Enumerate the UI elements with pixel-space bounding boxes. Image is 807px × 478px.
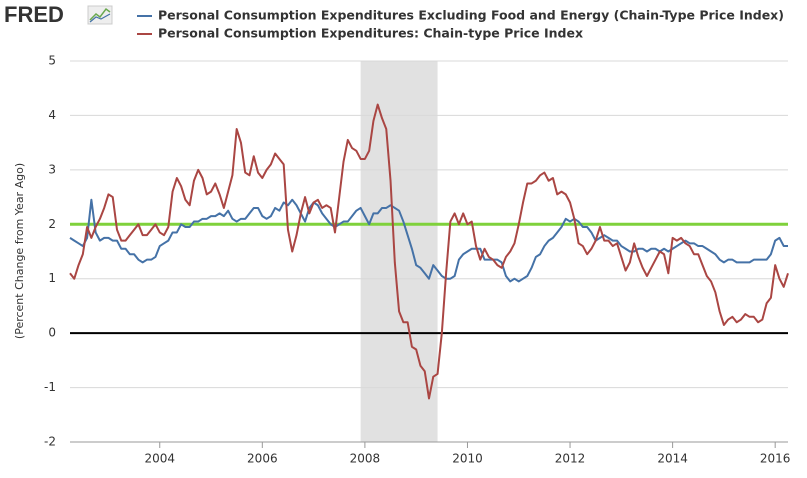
x-tick-label: 2008 <box>350 452 381 466</box>
x-tick-label: 2016 <box>760 452 791 466</box>
logo-icon <box>87 5 113 25</box>
x-tick-label: 2012 <box>555 452 586 466</box>
y-tick-label: -1 <box>44 380 56 394</box>
legend-label: Personal Consumption Expenditures: Chain… <box>158 26 583 41</box>
x-tick-label: 2006 <box>247 452 278 466</box>
y-tick-label: 2 <box>48 217 56 231</box>
x-tick-label: 2004 <box>144 452 175 466</box>
y-tick-label: 4 <box>48 108 56 122</box>
x-tick-label: 2014 <box>657 452 688 466</box>
series-line <box>69 198 788 283</box>
legend-label: Personal Consumption Expenditures Exclud… <box>158 8 784 23</box>
y-tick-label: -2 <box>44 435 56 449</box>
y-tick-label: 5 <box>48 54 56 68</box>
y-tick-label: 1 <box>48 271 56 285</box>
y-axis-label: (Percent Change from Year Ago) <box>13 163 26 339</box>
logo: FRED <box>4 2 64 27</box>
y-tick-label: 0 <box>48 326 56 340</box>
series-line <box>69 103 789 400</box>
y-tick-label: 3 <box>48 162 56 176</box>
x-tick-label: 2010 <box>452 452 483 466</box>
